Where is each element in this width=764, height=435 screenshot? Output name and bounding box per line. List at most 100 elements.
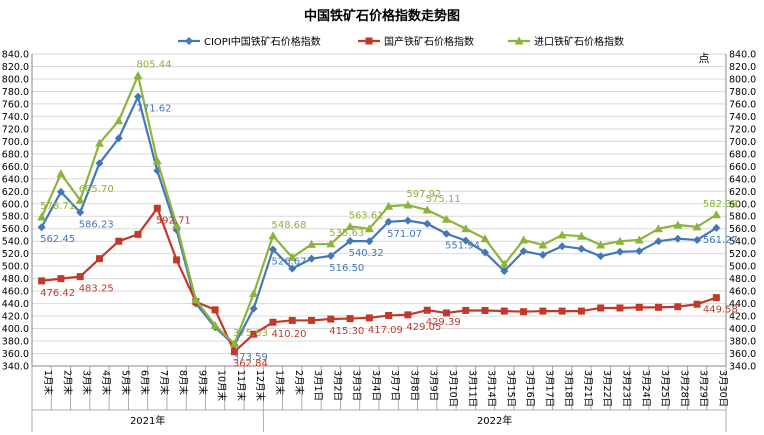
data-point — [346, 237, 355, 246]
data-point — [94, 138, 104, 147]
data-label: 417.09 — [368, 325, 403, 336]
x-tick-label: 3月18日 — [563, 370, 574, 407]
y-tick-label-right: 820.0 — [729, 62, 756, 73]
y-tick-label-right: 400.0 — [729, 324, 756, 335]
data-point — [173, 256, 181, 264]
data-label: 805.44 — [137, 60, 172, 71]
data-label: 535.63 — [329, 228, 364, 239]
data-label: 771.62 — [137, 104, 172, 115]
data-point — [133, 71, 143, 80]
data-point — [211, 306, 219, 314]
data-point — [307, 239, 317, 248]
data-point — [519, 247, 528, 256]
data-point — [654, 224, 664, 233]
data-point — [307, 254, 316, 263]
data-label: 476.42 — [40, 288, 75, 299]
data-label: 563.61 — [349, 210, 384, 221]
data-label: 605.70 — [79, 184, 114, 195]
data-label: 526.67 — [271, 257, 306, 268]
data-point — [268, 231, 278, 240]
data-point — [365, 237, 374, 246]
data-point — [56, 169, 66, 178]
series-line — [40, 74, 717, 345]
data-point — [712, 223, 721, 232]
data-point — [616, 304, 624, 312]
data-point — [327, 315, 335, 323]
x-tick-label: 3月10日 — [447, 370, 458, 407]
data-point — [288, 264, 297, 273]
data-point — [403, 200, 413, 209]
x-tick-label: 3月8日 — [408, 370, 419, 401]
y-tick-label-right: 660.0 — [729, 162, 756, 173]
data-point — [597, 304, 605, 312]
x-tick-label: 1月末 — [273, 370, 285, 396]
x-tick-label: 3月2日 — [331, 370, 342, 401]
data-point — [596, 240, 606, 249]
x-tick-label: 11月末 — [235, 370, 247, 402]
y-tick-label-left: 440.0 — [2, 299, 29, 310]
y-tick-label-left: 380.0 — [2, 337, 29, 348]
data-point — [558, 307, 566, 315]
y-tick-label-right: 840.0 — [729, 50, 756, 61]
x-tick-label: 6月末 — [139, 370, 151, 396]
data-label: 540.32 — [349, 248, 384, 259]
data-point — [520, 308, 528, 316]
y-tick-label-left: 740.0 — [2, 112, 29, 123]
y-tick-label-right: 780.0 — [729, 87, 756, 98]
y-tick-label-right: 380.0 — [729, 337, 756, 348]
data-point — [404, 311, 412, 319]
data-label: 571.07 — [387, 229, 422, 240]
data-point — [37, 212, 47, 221]
data-label: 410.20 — [271, 329, 306, 340]
x-tick-label: 5月末 — [119, 370, 131, 396]
data-point — [403, 216, 412, 225]
y-tick-label-right: 740.0 — [729, 112, 756, 123]
legend-entry: CIOPI中国铁矿石价格指数 — [204, 35, 321, 48]
y-tick-label-left: 540.0 — [2, 237, 29, 248]
y-tick-label-right: 460.0 — [729, 287, 756, 298]
year-label: 2021年 — [130, 414, 165, 427]
data-point — [76, 273, 84, 281]
x-tick-label: 3月29日 — [698, 370, 709, 407]
data-point — [153, 204, 161, 212]
data-point — [57, 275, 65, 283]
data-point — [461, 224, 471, 233]
data-point — [654, 237, 663, 246]
data-labels: 562.45 586.23 771.62 373.59 526.67 516.50 540.… — [40, 60, 738, 370]
y-tick-label-left: 480.0 — [2, 274, 29, 285]
data-point — [538, 240, 548, 249]
x-tick-label: 3月3日 — [351, 370, 362, 401]
legend-entry: 进口铁矿石价格指数 — [534, 35, 624, 48]
x-tick-label: 3月30日 — [717, 370, 728, 407]
data-point — [615, 247, 624, 256]
data-point — [230, 348, 238, 356]
y-tick-label-left: 560.0 — [2, 224, 29, 235]
data-point — [37, 223, 46, 232]
y-tick-label-left: 680.0 — [2, 149, 29, 160]
x-tick-label: 3月25日 — [659, 370, 670, 407]
y-tick-label-left: 500.0 — [2, 262, 29, 273]
y-tick-label-left: 760.0 — [2, 99, 29, 110]
data-point — [481, 306, 489, 314]
data-point — [500, 307, 508, 315]
data-point — [38, 277, 46, 285]
data-point — [365, 314, 373, 322]
data-point — [461, 236, 470, 245]
data-point — [134, 92, 143, 101]
y-tick-label-right: 600.0 — [729, 199, 756, 210]
chart-title: 中国铁矿石价格指数走势图 — [304, 8, 460, 24]
data-label: 575.11 — [426, 194, 461, 205]
x-tick-label: 3月15日 — [505, 370, 516, 407]
x-tick-label: 9月末 — [196, 370, 208, 396]
data-point — [634, 235, 644, 244]
data-point — [422, 205, 432, 214]
y-tick-label-left: 340.0 — [2, 362, 29, 373]
data-point — [577, 307, 585, 315]
data-point — [441, 214, 451, 223]
y-tick-label-right: 340.0 — [729, 362, 756, 373]
data-point — [615, 236, 625, 245]
data-label: 362.84 — [233, 359, 268, 370]
data-point — [558, 242, 567, 251]
